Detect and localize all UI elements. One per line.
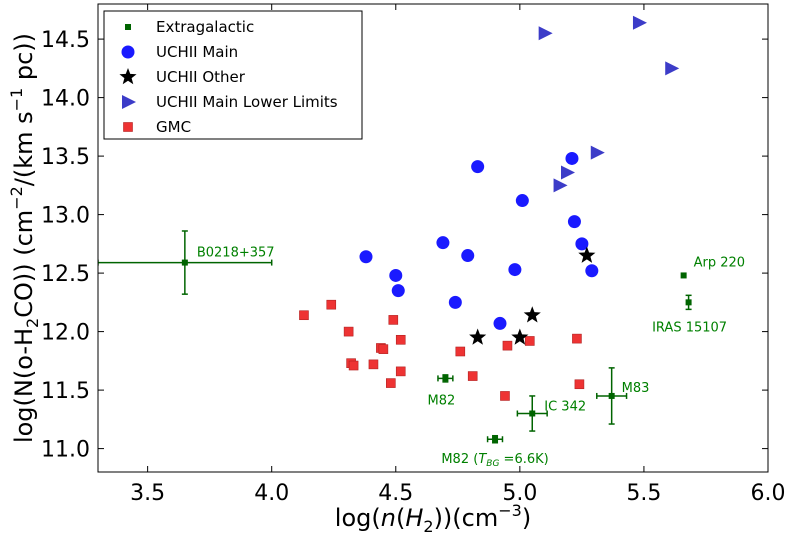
series-uchii-other — [469, 246, 596, 345]
x-tick-label: 5.5 — [626, 481, 661, 506]
data-point — [515, 194, 529, 208]
annotation-label: M82 (TBG =6.6K) — [441, 452, 548, 469]
data-point — [469, 328, 487, 345]
legend-box — [103, 10, 363, 140]
legend-label: UCHII Main Lower Limits — [156, 93, 338, 111]
data-point — [508, 263, 522, 277]
y-tick-label: 11.0 — [41, 438, 90, 463]
data-point — [299, 310, 309, 321]
y-axis-title: log(N(o-H2CO)) (cm−2/(km s−1 pc)) — [7, 33, 42, 443]
data-point — [680, 272, 687, 279]
annotation-label: Arp 220 — [694, 255, 745, 270]
legend-item: GMC — [123, 118, 191, 136]
data-point — [471, 160, 485, 174]
y-tick-label: 12.0 — [41, 321, 90, 346]
data-point — [455, 346, 466, 357]
legend-item: Extragalactic — [125, 18, 254, 36]
x-axis-title: log(n(H2))(cm−3) — [335, 501, 531, 536]
data-point — [492, 436, 499, 443]
legend-marker — [122, 95, 136, 109]
data-point — [395, 334, 406, 345]
data-point — [608, 392, 615, 399]
data-point — [574, 379, 585, 390]
data-point — [665, 61, 680, 76]
series-gmc — [299, 299, 585, 401]
data-point — [326, 299, 337, 310]
legend-marker — [121, 45, 135, 59]
data-point — [388, 315, 399, 325]
point-annotations: B0218+357 Arp 220 IRAS 15107 M82 IC 342 M83 M8… — [197, 246, 745, 470]
data-point — [395, 366, 406, 377]
legend-marker — [123, 122, 133, 132]
data-point — [502, 340, 513, 351]
y-tick-label: 11.5 — [41, 379, 90, 404]
data-point — [523, 306, 541, 323]
data-point — [378, 344, 389, 354]
annotation-label: B0218+357 — [197, 246, 275, 261]
legend-label: UCHII Other — [156, 68, 246, 86]
data-point — [386, 378, 396, 388]
y-tick-label: 12.5 — [41, 262, 90, 287]
annotation-label: M82 — [428, 393, 456, 408]
x-tick-label: 3.5 — [130, 481, 165, 506]
data-point — [389, 268, 403, 282]
legend-item: UCHII Main Lower Limits — [122, 93, 338, 111]
legend-label: GMC — [156, 118, 191, 136]
annotation-label: M83 — [622, 381, 650, 396]
x-tick-label: 6.0 — [751, 481, 786, 506]
data-point — [529, 410, 536, 417]
data-point — [467, 371, 478, 381]
data-point — [538, 26, 553, 41]
data-point — [572, 333, 582, 344]
data-point — [442, 375, 449, 382]
x-tick-label: 5.0 — [502, 481, 537, 506]
data-point — [359, 250, 373, 264]
data-point — [391, 284, 405, 298]
data-point — [578, 246, 596, 263]
y-tick-label: 13.0 — [41, 204, 90, 229]
series-uchii-main — [359, 151, 599, 330]
data-point — [500, 391, 510, 401]
data-point — [575, 237, 589, 251]
annotation-label: IRAS 15107 — [652, 320, 727, 335]
series-uchii-main-lower-limits — [538, 15, 680, 193]
axis-ticks: 3.5 4.0 4.5 5.0 5.5 6.0 11.0 11.5 12.0 12.5 13.0 13… — [41, 4, 786, 506]
x-tick-label: 4.0 — [254, 481, 289, 506]
data-point — [368, 359, 379, 370]
y-tick-label: 14.5 — [41, 28, 90, 53]
legend-item: UCHII Other — [119, 68, 246, 86]
data-point — [493, 316, 507, 330]
series-extragalactic — [98, 230, 692, 444]
data-point — [436, 236, 450, 250]
data-point — [348, 360, 359, 371]
data-point — [448, 295, 462, 309]
legend-label: UCHII Main — [156, 43, 238, 61]
legend-marker — [125, 24, 131, 30]
data-marks — [98, 15, 692, 444]
data-point — [181, 259, 188, 266]
data-point — [511, 328, 529, 345]
legend-marker — [119, 68, 137, 85]
plot-frame — [97, 3, 769, 473]
data-point — [585, 264, 599, 278]
data-point — [685, 299, 692, 306]
data-point — [565, 151, 579, 165]
data-point — [553, 178, 568, 193]
legend-item: UCHII Main — [121, 43, 238, 61]
y-tick-label: 13.5 — [41, 145, 90, 170]
legend: Extragalactic UCHII Main UCHII Other UCHII … — [103, 10, 363, 140]
data-point — [561, 165, 575, 180]
data-point — [461, 249, 475, 263]
legend-label: Extragalactic — [156, 18, 254, 36]
data-point — [632, 15, 647, 30]
data-point — [590, 145, 605, 160]
data-point — [524, 336, 535, 346]
annotation-label: IC 342 — [544, 400, 586, 415]
data-point — [567, 215, 581, 229]
data-point — [343, 326, 354, 337]
y-tick-label: 14.0 — [41, 87, 90, 112]
x-tick-label: 4.5 — [378, 481, 413, 506]
